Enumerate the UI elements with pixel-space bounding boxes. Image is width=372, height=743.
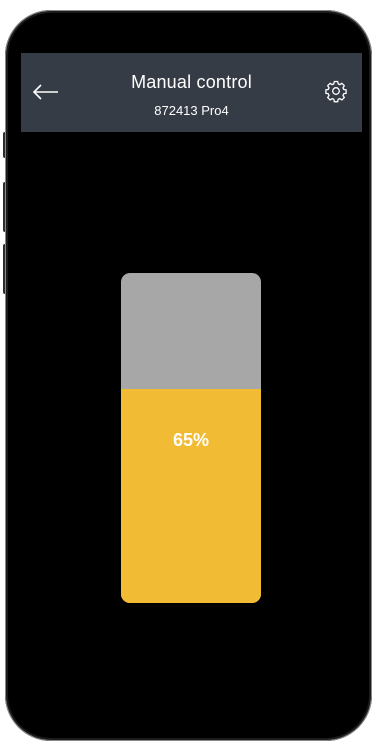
device-name: 872413 Pro4	[154, 103, 229, 118]
gear-icon	[325, 80, 347, 103]
app-header: Manual control 872413 Pro4	[21, 53, 362, 132]
back-button[interactable]	[31, 77, 61, 107]
settings-button[interactable]	[324, 79, 348, 103]
level-slider[interactable]: 65%	[121, 273, 261, 603]
arrow-left-icon	[32, 84, 58, 100]
page-title: Manual control	[131, 72, 252, 92]
level-percent-label: 65%	[172, 430, 210, 450]
level-slider-fill	[121, 388, 261, 603]
